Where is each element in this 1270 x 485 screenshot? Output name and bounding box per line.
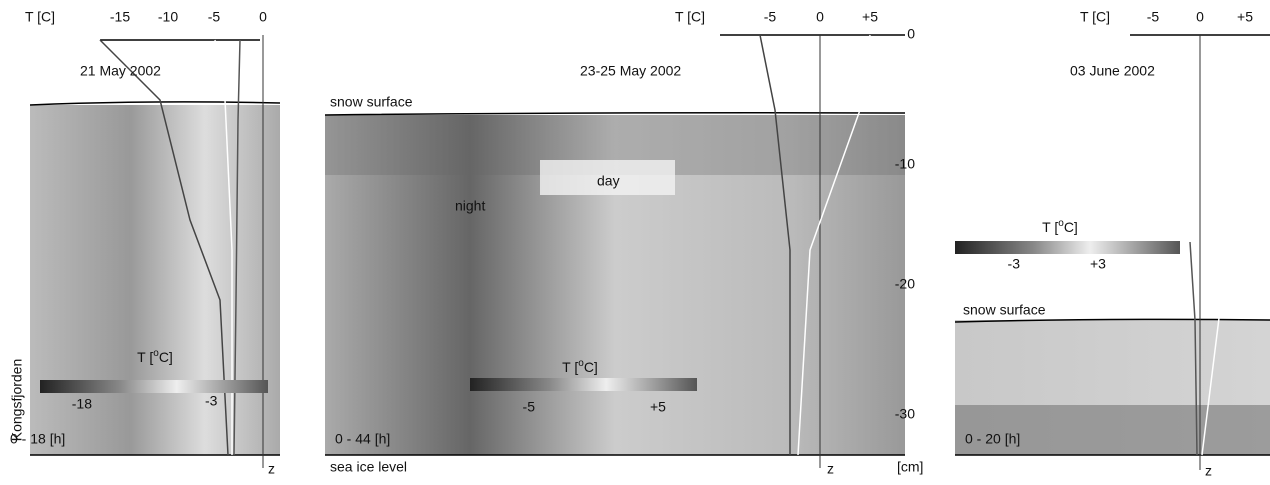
panel-title: 21 May 2002 [80, 63, 161, 79]
colorbar-title-part: o [153, 348, 159, 359]
tick-label: 0 [1196, 9, 1204, 25]
location: Kongsfjorden [9, 359, 25, 442]
tick-label: -5 [1147, 9, 1160, 25]
axis-label: T [C] [25, 9, 55, 25]
tick-label: -5 [208, 9, 221, 25]
colorbar-title-part: o [578, 358, 584, 369]
annotation: night [455, 198, 485, 214]
bottom-label: sea ice level [330, 459, 407, 475]
depth-axis-label: z [268, 461, 275, 477]
colorbar-low: -5 [523, 399, 536, 415]
depth-tick-label: -20 [895, 276, 915, 292]
zero-lines [262, 35, 1201, 470]
colorbars [40, 241, 1180, 393]
tick-label: 0 [259, 9, 267, 25]
tick-label: +5 [1237, 9, 1253, 25]
surface-label: snow surface [963, 302, 1046, 318]
colorbar-high: -3 [205, 393, 218, 409]
tick-label: +5 [862, 9, 878, 25]
colorbar-title-part: C] [1064, 219, 1078, 235]
colorbar-title-part: T [ [1042, 219, 1058, 235]
panel-title: 03 June 2002 [1070, 63, 1155, 79]
panel-title: 23-25 May 2002 [580, 63, 681, 79]
depth-axis-label: z [827, 461, 834, 477]
depth-unit: [cm] [897, 459, 923, 475]
colorbar-low: -3 [1008, 256, 1021, 272]
tick-label: -5 [764, 9, 777, 25]
depth-tick-label: 0 [907, 26, 915, 42]
colorbar-title-part: C] [584, 359, 598, 375]
depth-axis-label: z [1205, 463, 1212, 479]
depth-tick-label: -10 [895, 156, 915, 172]
surface-label: snow surface [330, 94, 413, 110]
colorbar-title-part: T [ [137, 349, 153, 365]
colorbar-title: T [oC] [1042, 218, 1078, 235]
colorbar-title-part: C] [159, 349, 173, 365]
duration: 0 - 18 [h] [10, 431, 65, 447]
colorbar-title-part: o [1058, 218, 1064, 229]
tick-label: -15 [110, 9, 130, 25]
colorbar-title: T [oC] [137, 348, 173, 365]
colorbar-high: +5 [650, 399, 666, 415]
depth-tick-label: -30 [895, 406, 915, 422]
colorbar-high: +3 [1090, 256, 1106, 272]
duration: 0 - 20 [h] [965, 431, 1020, 447]
annotation: day [597, 173, 620, 189]
colorbar-title-part: T [ [562, 359, 578, 375]
axis-label: T [C] [675, 9, 705, 25]
colorbar-low: -18 [72, 396, 92, 412]
duration: 0 - 44 [h] [335, 431, 390, 447]
tick-label: -10 [158, 9, 178, 25]
surface-lines [29, 34, 1270, 456]
tick-label: 0 [816, 9, 824, 25]
axis-label: T [C] [1080, 9, 1110, 25]
profiles [99, 34, 1241, 456]
colorbar-title: T [oC] [562, 358, 598, 375]
